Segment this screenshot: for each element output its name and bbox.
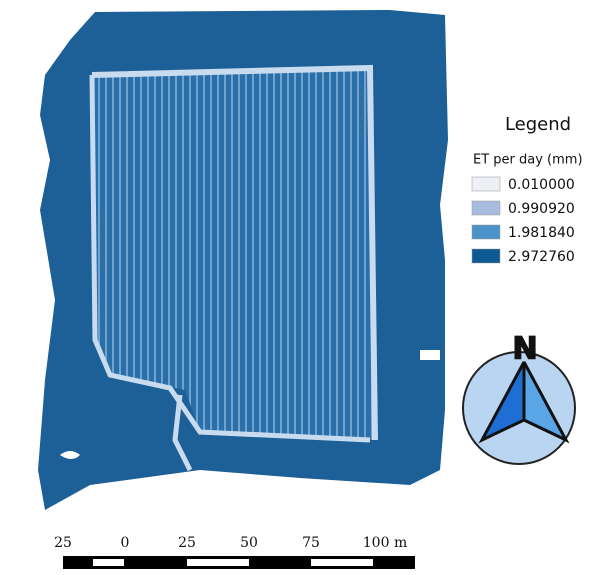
scale-label: 25 (54, 535, 72, 551)
scale-label: 50 (240, 535, 258, 551)
legend-label: 2.972760 (508, 249, 575, 265)
legend-label: 1.981840 (508, 225, 575, 241)
legend-swatch (471, 176, 501, 192)
scale-label: 75 (302, 535, 320, 551)
legend-title: Legend (505, 114, 571, 135)
legend-label: 0.010000 (508, 177, 575, 193)
legend-subtitle: ET per day (mm) (473, 153, 583, 168)
legend-swatch (471, 200, 501, 216)
scale-labels: 25 0 25 50 75 100 m (54, 535, 407, 551)
scale-label: 0 (121, 535, 130, 551)
legend-swatch (471, 248, 501, 264)
north-arrow: N (462, 331, 576, 465)
scale-label: 25 (178, 535, 196, 551)
north-label: N (512, 332, 537, 367)
et-raster (38, 10, 448, 510)
legend-label: 0.990920 (508, 201, 575, 217)
legend-entries: 0.010000 0.990920 1.981840 2.972760 (471, 176, 575, 265)
scale-label: 100 m (363, 535, 407, 551)
legend-swatch (471, 224, 501, 240)
scale-bar (63, 556, 415, 569)
